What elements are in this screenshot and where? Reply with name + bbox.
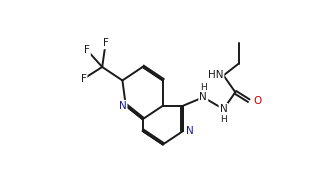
Text: N: N [119, 101, 126, 111]
Text: H: H [200, 83, 207, 92]
Text: N: N [200, 92, 207, 102]
Text: O: O [253, 96, 261, 106]
Text: H: H [220, 115, 227, 124]
Text: F: F [84, 45, 90, 55]
Text: N: N [220, 104, 228, 114]
Text: N: N [186, 126, 194, 136]
Text: HN: HN [208, 70, 224, 80]
Text: F: F [81, 74, 87, 84]
Text: F: F [103, 38, 109, 48]
